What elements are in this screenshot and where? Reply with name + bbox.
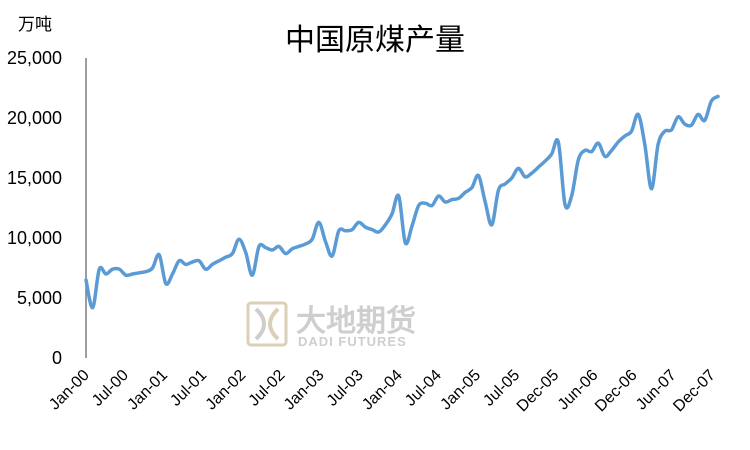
x-tick-label: Dec-07 <box>670 367 719 416</box>
x-tick-label: Jan-00 <box>46 367 93 414</box>
y-tick-label: 5,000 <box>17 288 62 308</box>
series-line <box>84 94 720 310</box>
x-tick-labels: Jan-00Jul-00Jan-01Jul-01Jan-02Jul-02Jan-… <box>46 367 719 416</box>
y-tick-label: 25,000 <box>7 48 62 68</box>
y-tick-labels: 0 5,000 10,000 15,000 20,000 25,000 <box>7 48 62 368</box>
y-tick-label: 15,000 <box>7 168 62 188</box>
watermark-name-cn: 大地期货 <box>296 304 416 339</box>
chart-title: 中国原煤产量 <box>285 23 465 58</box>
x-tick-label: Jan-03 <box>281 367 328 414</box>
x-tick-label: Jan-01 <box>124 367 171 414</box>
x-tick-label: Dec-06 <box>592 367 641 416</box>
y-axis-unit-label: 万吨 <box>18 15 52 35</box>
y-tick-label: 10,000 <box>7 228 62 248</box>
dadi-futures-watermark: 大地期货 DADI FUTURES <box>246 301 416 349</box>
y-tick-label: 20,000 <box>7 108 62 128</box>
x-tick-label: Jan-04 <box>359 367 406 414</box>
x-tick-label: Dec-05 <box>514 367 563 416</box>
watermark-name-en: DADI FUTURES <box>298 334 407 349</box>
x-tick-label: Jan-05 <box>437 367 484 414</box>
dadi-logo-icon <box>246 301 288 347</box>
x-tick-label: Jan-02 <box>203 367 250 414</box>
y-tick-label: 0 <box>52 348 62 368</box>
